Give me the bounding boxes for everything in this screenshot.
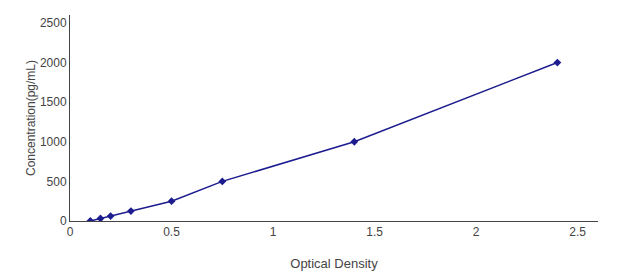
svg-text:0: 0	[67, 225, 74, 239]
svg-text:Concentration(pg/mL): Concentration(pg/mL)	[24, 60, 38, 176]
svg-text:1000: 1000	[40, 135, 67, 149]
svg-text:2500: 2500	[40, 16, 67, 30]
svg-text:0: 0	[60, 214, 67, 228]
svg-text:2: 2	[473, 225, 480, 239]
svg-text:500: 500	[47, 175, 67, 189]
svg-text:2.5: 2.5	[569, 225, 586, 239]
svg-text:Optical Density: Optical Density	[290, 256, 378, 271]
svg-text:2000: 2000	[40, 56, 67, 70]
svg-text:1.5: 1.5	[366, 225, 383, 239]
svg-text:0.5: 0.5	[163, 225, 180, 239]
svg-text:1500: 1500	[40, 95, 67, 109]
svg-text:1: 1	[270, 225, 277, 239]
